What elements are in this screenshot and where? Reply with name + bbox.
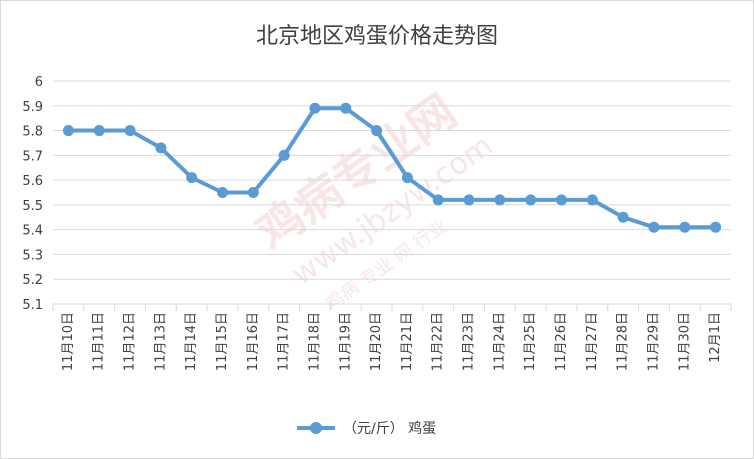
data-point — [62, 125, 74, 137]
data-point — [340, 102, 352, 114]
data-point — [710, 221, 722, 233]
y-tick-label: 5.6 — [22, 174, 43, 189]
data-point — [525, 194, 537, 206]
x-tick-label: 11月27日 — [585, 312, 600, 371]
data-point — [217, 187, 228, 198]
data-point — [617, 211, 629, 223]
x-tick-label: 11月15日 — [215, 312, 230, 371]
y-tick-label: 5.9 — [22, 100, 43, 115]
x-tick-label: 11月25日 — [523, 312, 538, 371]
data-point — [371, 125, 383, 137]
data-point — [186, 172, 198, 184]
x-tick-label: 11月13日 — [153, 312, 168, 371]
y-tick-label: 5.2 — [22, 273, 43, 288]
x-tick-label: 11月18日 — [307, 312, 322, 371]
x-axis: 11月10日 11月11日 11月12日 11月13日 11月14日 11月15日 11月1… — [52, 304, 732, 371]
x-tick-label: 11月24日 — [492, 312, 507, 371]
data-point — [494, 194, 506, 206]
gridlines — [53, 80, 731, 305]
data-point — [93, 125, 105, 137]
data-point — [648, 221, 660, 233]
x-tick-label: 11月28日 — [616, 312, 631, 371]
x-tick-label: 11月23日 — [462, 312, 477, 371]
data-point — [247, 187, 259, 198]
x-tick-label: 11月16日 — [246, 312, 261, 371]
x-tick-label: 11月11日 — [92, 312, 107, 371]
data-point — [586, 194, 598, 206]
y-tick-label: 5.4 — [22, 224, 43, 239]
x-tick-label: 11月21日 — [400, 312, 415, 371]
y-tick-label: 5.5 — [22, 199, 43, 214]
x-tick-label: 11月10日 — [61, 312, 76, 371]
legend-label: （元/斤） 鸡蛋 — [343, 420, 436, 437]
series-group — [62, 102, 722, 233]
x-tick-label: 11月12日 — [123, 312, 138, 371]
data-point — [278, 149, 290, 161]
series-line — [68, 106, 716, 230]
y-tick-label: 5.8 — [22, 125, 43, 140]
data-point — [401, 172, 413, 184]
x-tick-label: 11月29日 — [646, 312, 661, 371]
x-tick-label: 11月17日 — [277, 312, 292, 371]
data-point — [432, 194, 444, 206]
data-point — [309, 102, 321, 114]
data-point — [556, 194, 567, 206]
x-tick-label: 11月22日 — [431, 312, 446, 371]
chart-title: 北京地区鸡蛋价格走势图 — [256, 24, 498, 49]
x-tick-label: 11月30日 — [677, 312, 692, 371]
x-tick-label: 11月26日 — [554, 312, 569, 371]
legend: （元/斤） 鸡蛋 — [297, 420, 436, 437]
data-point — [679, 221, 691, 233]
data-point — [463, 194, 475, 206]
y-tick-label: 5.3 — [22, 248, 43, 263]
x-tick-label: 11月14日 — [184, 312, 199, 371]
x-tick-label: 11月19日 — [338, 312, 353, 371]
data-point — [124, 125, 136, 137]
y-tick-label: 6 — [35, 75, 43, 90]
data-point — [155, 142, 167, 154]
y-tick-label: 5.7 — [22, 149, 43, 164]
y-axis: 5.1 5.2 5.3 5.4 5.5 5.6 5.7 5.8 5.9 6 — [22, 75, 43, 313]
legend-marker-swatch — [310, 422, 322, 434]
x-tick-label: 12月1日 — [708, 312, 723, 363]
y-tick-label: 5.1 — [22, 298, 43, 313]
x-tick-label: 11月20日 — [369, 312, 384, 371]
